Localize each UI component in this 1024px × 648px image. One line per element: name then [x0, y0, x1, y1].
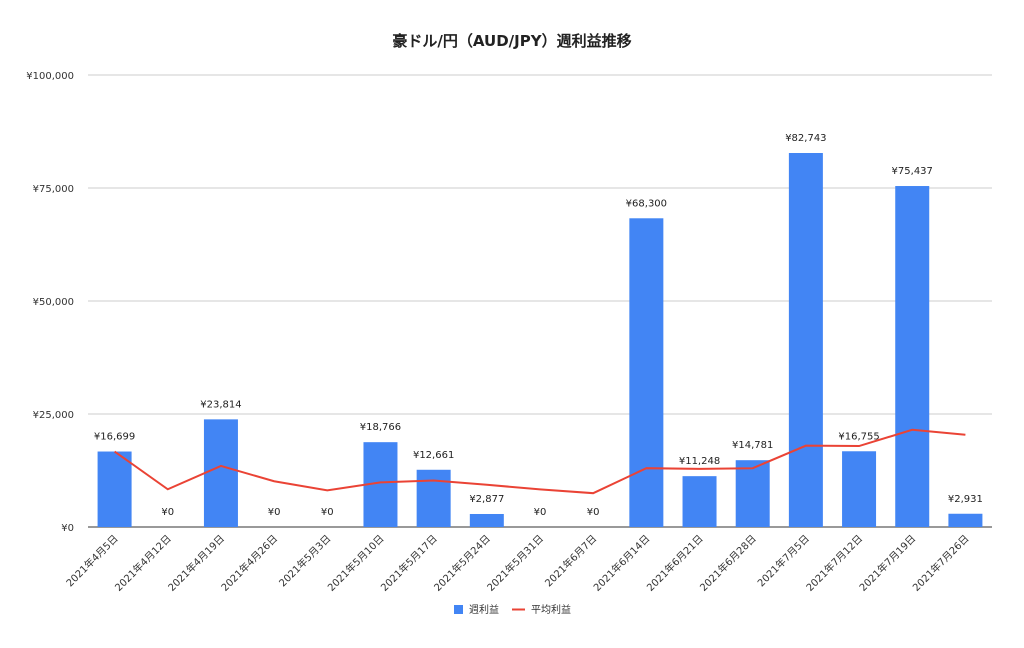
bar[interactable] — [203, 419, 238, 527]
x-tick-label: 2021年7月26日 — [910, 532, 972, 594]
x-tick-label: 2021年4月19日 — [165, 532, 227, 594]
data-label: ¥16,699 — [94, 432, 135, 443]
data-labels: ¥16,699 ¥0 ¥23,814 ¥0 ¥0 ¥18,766 ¥12,661 ¥2,877… — [94, 133, 983, 518]
data-label: ¥0 — [587, 507, 600, 518]
legend-label-line: 平均利益 — [531, 603, 571, 616]
average-line — [114, 428, 966, 495]
x-tick-label: 2021年7月5日 — [755, 532, 812, 589]
x-tick-label: 2021年5月31日 — [484, 532, 546, 594]
bar[interactable] — [895, 186, 930, 527]
legend-label-bar: 週利益 — [469, 603, 499, 616]
x-tick-label: 2021年5月24日 — [431, 532, 493, 594]
x-tick-label: 2021年7月12日 — [803, 532, 865, 594]
x-tick-label: 2021年6月21日 — [644, 532, 706, 594]
data-label: ¥0 — [321, 507, 334, 518]
x-tick-label: 2021年5月3日 — [276, 532, 333, 589]
bar[interactable] — [416, 469, 451, 527]
y-axis: ¥0 ¥25,000 ¥50,000 ¥75,000 ¥100,000 — [26, 71, 74, 534]
data-label: ¥12,661 — [413, 450, 454, 461]
data-label: ¥2,877 — [469, 494, 504, 505]
x-axis: 2021年4月5日2021年4月12日2021年4月19日2021年4月26日2… — [63, 532, 971, 594]
x-tick-label: 2021年6月28日 — [697, 532, 759, 594]
bar[interactable] — [842, 451, 877, 527]
bar[interactable] — [948, 513, 983, 527]
data-label: ¥68,300 — [626, 198, 667, 209]
bar[interactable] — [629, 218, 664, 527]
data-label: ¥11,248 — [679, 456, 720, 467]
data-label: ¥16,755 — [838, 431, 879, 442]
x-tick-label: 2021年4月12日 — [112, 532, 174, 594]
data-label: ¥75,437 — [892, 166, 933, 177]
x-tick-label: 2021年6月7日 — [542, 532, 599, 589]
data-label: ¥23,814 — [200, 399, 241, 410]
bar[interactable] — [735, 460, 770, 527]
bars — [97, 153, 983, 527]
data-label: ¥14,781 — [732, 440, 773, 451]
data-label: ¥2,931 — [948, 494, 983, 505]
bar[interactable] — [682, 476, 717, 527]
legend[interactable]: 週利益 平均利益 — [454, 603, 571, 616]
average-line-path — [114, 428, 966, 495]
gridlines — [88, 74, 992, 528]
x-tick-label: 2021年4月26日 — [218, 532, 280, 594]
x-tick-label: 2021年7月19日 — [856, 532, 918, 594]
chart-title: 豪ドル/円（AUD/JPY）週利益推移 — [392, 32, 631, 50]
data-label: ¥0 — [268, 507, 281, 518]
x-tick-label: 2021年5月10日 — [325, 532, 387, 594]
y-tick-label: ¥25,000 — [33, 410, 74, 421]
y-tick-label: ¥100,000 — [26, 71, 74, 82]
y-tick-label: ¥0 — [61, 523, 74, 534]
y-tick-label: ¥75,000 — [33, 184, 74, 195]
data-label: ¥0 — [161, 507, 174, 518]
data-label: ¥18,766 — [360, 422, 401, 433]
bar[interactable] — [788, 153, 823, 527]
x-tick-label: 2021年5月17日 — [378, 532, 440, 594]
bar[interactable] — [469, 513, 504, 527]
legend-swatch-bar — [454, 605, 463, 614]
data-label: ¥0 — [534, 507, 547, 518]
data-label: ¥82,743 — [785, 133, 826, 144]
bar[interactable] — [97, 451, 132, 527]
x-tick-label: 2021年4月5日 — [63, 532, 120, 589]
y-tick-label: ¥50,000 — [33, 297, 74, 308]
x-tick-label: 2021年6月14日 — [591, 532, 653, 594]
